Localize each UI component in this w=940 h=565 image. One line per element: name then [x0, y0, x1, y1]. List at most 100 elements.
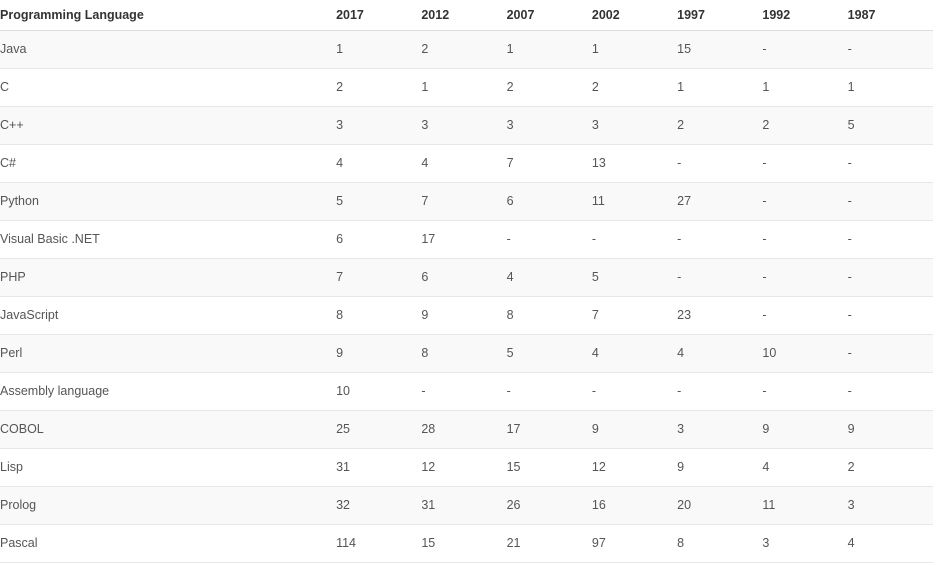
cell-y1997: 3: [677, 410, 763, 449]
cell-y1997: 1: [677, 68, 763, 107]
table-row: JavaScript 8 9 8 7 23- -: [0, 296, 933, 335]
cell-language: COBOL: [0, 410, 337, 449]
table-row: C# 4 4 7 13- - -: [0, 144, 933, 183]
column-header-y2017[interactable]: 2017: [336, 0, 422, 31]
cell-y1992: -: [762, 372, 848, 411]
cell-y1992: 9: [762, 410, 848, 449]
cell-y2017: 5: [336, 182, 422, 221]
cell-y1992: 2: [762, 106, 848, 145]
cell-y2007: 8: [506, 296, 592, 335]
cell-y2017: 9: [336, 334, 422, 373]
cell-language: C#: [0, 144, 337, 183]
cell-y2012: 8: [421, 334, 507, 373]
cell-y1992: 10: [762, 334, 848, 373]
cell-y2012: 7: [421, 182, 507, 221]
table-row: Lisp 31 12 15 12 9 4 2: [0, 448, 933, 487]
cell-language: Java: [0, 30, 337, 69]
column-header-y2002[interactable]: 2002: [591, 0, 678, 31]
cell-y2012: 28: [421, 410, 507, 449]
column-header-y1997[interactable]: 1997: [677, 0, 763, 31]
cell-y2002: 16: [591, 486, 678, 525]
cell-y2017: 31: [336, 448, 422, 487]
cell-y1992: 4: [762, 448, 848, 487]
cell-y1987: -: [847, 372, 933, 411]
cell-y1987: -: [847, 334, 933, 373]
cell-language: C++: [0, 106, 337, 145]
cell-y2007: 1: [506, 30, 592, 69]
cell-language: C: [0, 68, 337, 107]
cell-y2012: -: [421, 372, 507, 411]
cell-y2017: 4: [336, 144, 422, 183]
column-header-y1992[interactable]: 1992: [762, 0, 848, 31]
cell-y2007: 15: [506, 448, 592, 487]
column-header-y1987[interactable]: 1987: [847, 0, 933, 31]
cell-y1987: 2: [847, 448, 933, 487]
cell-y2002: 13: [591, 144, 678, 183]
cell-y2012: 6: [421, 258, 507, 297]
table-row: C++ 3 3 3 3 2 2 5: [0, 106, 933, 145]
cell-y1987: -: [847, 182, 933, 221]
column-header-y2007[interactable]: 2007: [506, 0, 592, 31]
column-header-y2012[interactable]: 2012: [421, 0, 507, 31]
cell-y2007: 6: [506, 182, 592, 221]
cell-language: Prolog: [0, 486, 337, 525]
cell-y2007: 7: [506, 144, 592, 183]
cell-y1997: 15: [677, 30, 763, 69]
cell-language: Perl: [0, 334, 337, 373]
cell-y2012: 12: [421, 448, 507, 487]
cell-y1992: 11: [762, 486, 848, 525]
cell-y1997: 4: [677, 334, 763, 373]
cell-y1997: 9: [677, 448, 763, 487]
cell-y2002: 5: [591, 258, 678, 297]
cell-y1997: 8: [677, 524, 763, 563]
cell-y2007: 26: [506, 486, 592, 525]
cell-y2002: 12: [591, 448, 678, 487]
cell-y2002: 7: [591, 296, 678, 335]
table-row: Perl 9 8 5 4 4 10-: [0, 334, 933, 373]
cell-y1987: -: [847, 144, 933, 183]
cell-y1997: -: [677, 144, 763, 183]
cell-y2007: 2: [506, 68, 592, 107]
table-row: Prolog 32 31 26 16 20 11 3: [0, 486, 933, 525]
cell-y1987: -: [847, 220, 933, 259]
cell-language: Pascal: [0, 524, 337, 563]
cell-y1987: -: [847, 258, 933, 297]
table-row: Java 1 2 1 1 15- -: [0, 30, 933, 69]
cell-y2017: 25: [336, 410, 422, 449]
cell-y1997: 20: [677, 486, 763, 525]
cell-y2002: 11: [591, 182, 678, 221]
cell-y1992: -: [762, 182, 848, 221]
table-row: COBOL 25 28 17 9 3 9 9: [0, 410, 933, 449]
cell-y2007: 5: [506, 334, 592, 373]
column-header-language[interactable]: Programming Language: [0, 0, 337, 31]
cell-y2002: -: [591, 220, 678, 259]
cell-y2017: 7: [336, 258, 422, 297]
cell-y1992: -: [762, 258, 848, 297]
cell-y2007: -: [506, 372, 592, 411]
table-row: Pascal 114 15 21 97 8 3 4: [0, 524, 933, 563]
cell-y2012: 15: [421, 524, 507, 563]
cell-y2017: 2: [336, 68, 422, 107]
cell-y2002: 9: [591, 410, 678, 449]
cell-y2002: 4: [591, 334, 678, 373]
cell-language: Visual Basic .NET: [0, 220, 337, 259]
cell-y2007: 17: [506, 410, 592, 449]
cell-y1992: -: [762, 296, 848, 335]
cell-y1987: 3: [847, 486, 933, 525]
cell-y2012: 4: [421, 144, 507, 183]
table-row: Python 5 7 6 11 27- -: [0, 182, 933, 221]
cell-y1987: 1: [847, 68, 933, 107]
cell-language: Lisp: [0, 448, 337, 487]
cell-y2017: 3: [336, 106, 422, 145]
cell-y2012: 31: [421, 486, 507, 525]
table-header: Programming Language 2017 2012 2007 2002 1997…: [0, 0, 933, 31]
cell-language: JavaScript: [0, 296, 337, 335]
table-row: Assembly language 10- - - - - -: [0, 372, 933, 411]
table-row: Visual Basic .NET 6 17- - - - -: [0, 220, 933, 259]
table-body: Java 1 2 1 1 15- - C 2 1 2 2 1 1 1 C++ 3 3 3 3 2 2 5 C# 4 4 7 13- - -…: [0, 30, 933, 563]
cell-y2002: 97: [591, 524, 678, 563]
cell-y1992: 1: [762, 68, 848, 107]
cell-y1992: 3: [762, 524, 848, 563]
